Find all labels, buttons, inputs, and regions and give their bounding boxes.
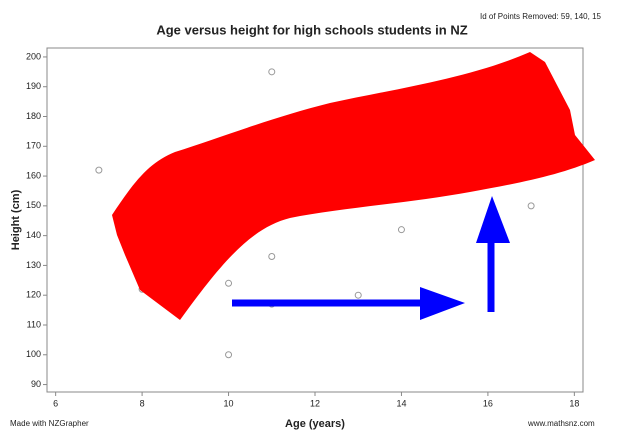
- x-tick-label: 16: [483, 398, 493, 408]
- footer-left: Made with NZGrapher: [10, 419, 89, 428]
- chart-title: Age versus height for high schools stude…: [156, 22, 467, 37]
- x-tick-label: 14: [396, 398, 406, 408]
- x-tick-label: 18: [569, 398, 579, 408]
- arrow-head-horizontal: [420, 287, 465, 320]
- point: [528, 203, 534, 209]
- chart: Age versus height for high schools stude…: [0, 0, 624, 431]
- freehand-band: [112, 52, 595, 320]
- y-tick-label: 200: [26, 51, 41, 61]
- y-tick-label: 150: [26, 200, 41, 210]
- y-tick-label: 140: [26, 230, 41, 240]
- y-tick-label: 180: [26, 111, 41, 121]
- y-tick-label: 160: [26, 170, 41, 180]
- point: [96, 167, 102, 173]
- x-tick-label: 12: [310, 398, 320, 408]
- point: [398, 227, 404, 233]
- x-tick-label: 6: [53, 398, 58, 408]
- point: [269, 69, 275, 75]
- arrow-head-vertical: [476, 196, 510, 243]
- y-tick-label: 100: [26, 349, 41, 359]
- removed-note: Id of Points Removed: 59, 140, 15: [480, 12, 602, 21]
- x-tick-label: 10: [224, 398, 234, 408]
- y-tick-label: 170: [26, 141, 41, 151]
- y-tick-label: 190: [26, 81, 41, 91]
- point: [269, 253, 275, 259]
- y-tick-label: 130: [26, 260, 41, 270]
- y-tick-label: 120: [26, 290, 41, 300]
- x-axis-label: Age (years): [285, 418, 345, 430]
- y-tick-label: 90: [31, 379, 41, 389]
- footer-right: www.mathsnz.com: [527, 419, 595, 428]
- point: [226, 280, 232, 286]
- y-tick-label: 110: [27, 319, 41, 329]
- point: [355, 292, 361, 298]
- y-axis-label: Height (cm): [10, 189, 22, 250]
- x-tick-label: 8: [140, 398, 145, 408]
- point: [226, 352, 232, 358]
